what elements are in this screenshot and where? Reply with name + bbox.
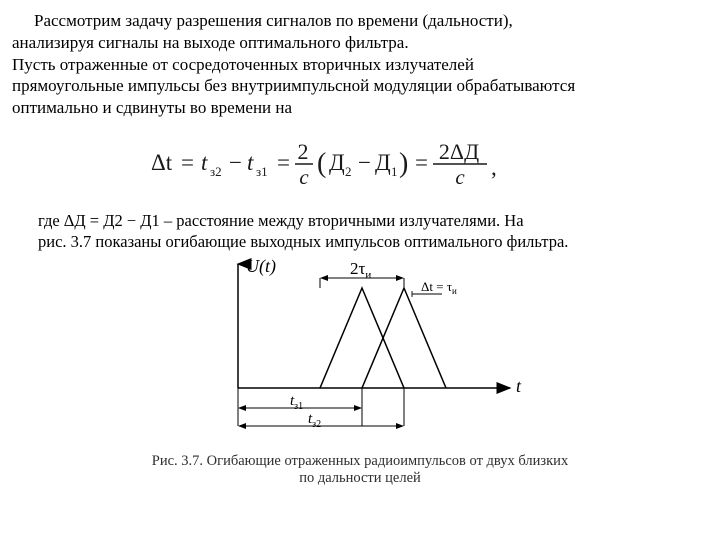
f-minus1: − <box>229 150 242 175</box>
dim-2tau-label: 2τи <box>350 259 371 281</box>
para-line: прямоугольные импульсы без внутриимпульс… <box>12 76 575 95</box>
f-eq1: = <box>181 150 194 175</box>
f-tz2: t <box>201 150 208 175</box>
f-minus2: − <box>358 150 371 175</box>
pulse-envelope-2 <box>362 288 446 388</box>
figure-3-7: U(t) t 2τи Δt = τи <box>190 258 530 446</box>
note-line: рис. 3.7 показаны огибающие выходных имп… <box>38 232 568 251</box>
f-tz1-sub: з1 <box>256 164 268 179</box>
f-frac1-num: 2 <box>298 139 309 164</box>
f-eq2: = <box>277 150 290 175</box>
note-line: где ΔД = Д2 − Д1 – расстояние между втор… <box>38 211 524 230</box>
f-D1-sub: 1 <box>391 164 398 179</box>
pulse-envelope-1 <box>320 288 404 388</box>
t31-label: tз1 <box>290 393 303 412</box>
figure-caption: Рис. 3.7. Огибающие отраженных радиоимпу… <box>12 453 708 487</box>
y-axis-label: U(t) <box>246 258 276 277</box>
f-tz2-sub: з2 <box>210 164 222 179</box>
f-lparen: ( <box>317 148 326 179</box>
f-frac2-den: c <box>455 165 465 189</box>
formula-svg: Δt = t з2 − t з1 = 2 c ( Д <box>145 137 575 191</box>
f-frac1-den: c <box>299 165 309 189</box>
f-D1: Д <box>375 150 391 175</box>
dt-label: Δt = τи <box>421 279 457 296</box>
para-line: Пусть отраженные от сосредоточенных втор… <box>12 55 474 74</box>
t32-label: tз2 <box>308 411 321 430</box>
x-axis-label: t <box>516 376 522 396</box>
para-line: Рассмотрим задачу разрешения сигналов по… <box>34 11 513 30</box>
f-tz1: t <box>247 150 254 175</box>
para-line: оптимально и сдвинуты во времени на <box>12 98 292 117</box>
f-D2: Д <box>329 150 345 175</box>
caption-line: Рис. 3.7. Огибающие отраженных радиоимпу… <box>152 453 568 469</box>
f-delta-t: Δt <box>151 150 173 175</box>
f-comma: , <box>491 155 497 180</box>
f-eq3: = <box>415 150 428 175</box>
para-line: анализируя сигналы на выходе оптимальног… <box>12 33 409 52</box>
f-D2-sub: 2 <box>345 164 352 179</box>
f-frac2-num: 2ΔД <box>439 139 479 164</box>
intro-paragraph: Рассмотрим задачу разрешения сигналов по… <box>12 10 708 119</box>
formula-block: Δt = t з2 − t з1 = 2 c ( Д <box>12 137 708 196</box>
f-rparen: ) <box>399 148 408 179</box>
note-paragraph: где ΔД = Д2 − Д1 – расстояние между втор… <box>38 210 700 252</box>
caption-line: по дальности целей <box>299 470 421 486</box>
